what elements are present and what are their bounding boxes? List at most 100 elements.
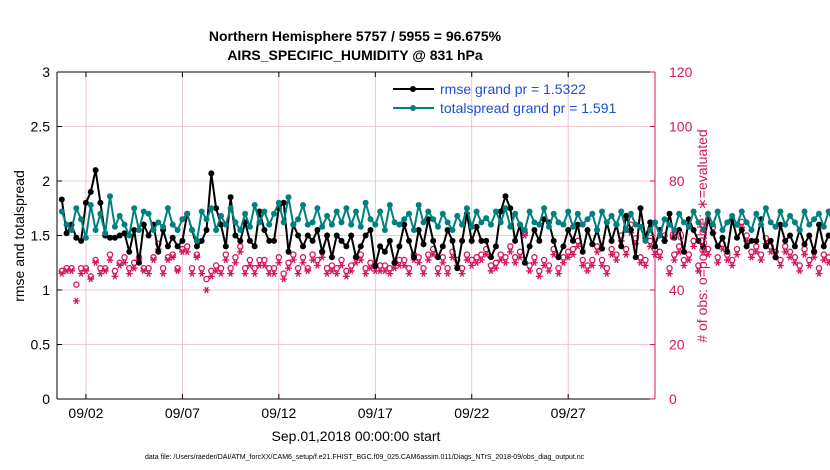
data-point-evaluated	[342, 273, 350, 280]
data-point-rmse	[420, 241, 427, 248]
data-point-possible	[275, 254, 283, 261]
data-point-possible	[536, 267, 543, 275]
y-tick-label: 3	[42, 64, 50, 80]
data-point-spread	[309, 219, 316, 226]
data-point-spread	[213, 227, 220, 233]
data-point-rmse	[126, 248, 133, 255]
data-point-possible	[222, 251, 230, 258]
data-point-rmse	[319, 248, 326, 255]
data-point-possible	[603, 264, 611, 272]
data-point-evaluated	[236, 248, 244, 256]
data-point-rmse	[492, 243, 499, 250]
data-point-possible	[381, 262, 389, 269]
data-point-rmse	[140, 221, 147, 228]
data-point-rmse	[415, 227, 422, 233]
data-point-evaluated	[338, 262, 345, 269]
data-point-evaluated	[593, 248, 601, 256]
data-point-evaluated	[77, 270, 85, 277]
data-point-spread	[738, 208, 745, 215]
data-point-possible	[463, 251, 471, 258]
data-point-evaluated	[796, 267, 804, 275]
x-tick-label: 09/12	[261, 405, 296, 421]
data-point-spread	[261, 208, 268, 215]
data-point-evaluated	[246, 262, 254, 269]
data-point-spread	[801, 208, 808, 215]
data-point-rmse	[256, 208, 263, 215]
data-point-spread	[507, 223, 514, 230]
data-point-rmse	[738, 227, 745, 233]
data-point-spread	[623, 227, 630, 233]
data-point-rmse	[666, 210, 673, 217]
data-point-evaluated	[477, 256, 485, 264]
data-point-evaluated	[140, 267, 148, 275]
data-point-possible	[188, 264, 196, 272]
data-point-possible	[825, 254, 830, 261]
data-point-possible	[280, 270, 287, 277]
y-tick-label: 1.5	[31, 228, 51, 244]
data-point-rmse	[478, 237, 485, 244]
data-point-spread	[227, 205, 234, 212]
data-point-rmse	[425, 216, 432, 223]
data-point-spread	[608, 212, 615, 219]
data-point-rmse	[63, 230, 70, 237]
data-point-evaluated	[497, 256, 505, 264]
data-point-rmse	[227, 194, 234, 201]
data-point-rmse	[314, 227, 321, 233]
data-point-rmse	[444, 227, 451, 233]
data-point-possible	[531, 254, 538, 261]
data-point-rmse	[748, 237, 755, 244]
data-point-spread	[512, 210, 519, 217]
data-point-rmse	[652, 243, 658, 250]
data-point-spread	[328, 221, 335, 228]
data-point-evaluated	[603, 270, 611, 277]
data-point-spread	[333, 208, 340, 215]
y-tick-label: 0.5	[31, 337, 51, 353]
data-point-spread	[661, 216, 668, 223]
data-point-spread	[256, 219, 263, 226]
data-point-rmse	[348, 232, 355, 239]
data-point-rmse	[92, 167, 99, 174]
data-point-rmse	[777, 221, 784, 228]
data-point-possible	[121, 254, 128, 261]
data-point-possible	[579, 256, 586, 264]
data-point-spread	[242, 210, 249, 217]
data-point-possible	[781, 243, 789, 250]
data-point-possible	[492, 259, 500, 267]
data-point-possible	[777, 256, 784, 264]
data-point-spread	[164, 205, 171, 212]
data-point-spread	[685, 223, 692, 230]
data-point-evaluated	[145, 270, 153, 277]
data-point-evaluated	[521, 232, 529, 239]
data-point-evaluated	[651, 251, 659, 258]
data-point-evaluated	[815, 270, 823, 277]
data-point-rmse	[623, 212, 630, 219]
data-point-possible	[796, 262, 803, 269]
data-point-spread	[150, 227, 157, 233]
series-obs-evaluated	[58, 224, 830, 305]
data-point-spread	[97, 210, 104, 217]
data-point-spread	[203, 216, 210, 223]
data-point-possible	[145, 264, 152, 272]
data-point-possible	[73, 281, 80, 288]
data-point-rmse	[73, 234, 80, 241]
data-point-possible	[212, 262, 220, 269]
data-point-rmse	[820, 243, 827, 250]
data-point-spread	[82, 234, 89, 241]
data-point-rmse	[762, 243, 769, 250]
data-point-evaluated	[198, 270, 206, 277]
data-point-spread	[541, 205, 548, 212]
data-point-spread	[787, 212, 793, 219]
y-tick-label: 0	[42, 391, 50, 407]
data-point-evaluated	[588, 262, 596, 269]
data-point-rmse	[772, 254, 779, 261]
data-point-spread	[603, 219, 610, 226]
data-point-spread	[772, 223, 779, 230]
data-point-possible	[294, 264, 302, 272]
data-point-evaluated	[555, 270, 562, 277]
data-point-rmse	[193, 243, 200, 250]
data-point-spread	[391, 219, 398, 226]
data-point-rmse	[589, 241, 596, 248]
data-point-rmse	[512, 237, 519, 244]
data-point-possible	[405, 264, 413, 272]
